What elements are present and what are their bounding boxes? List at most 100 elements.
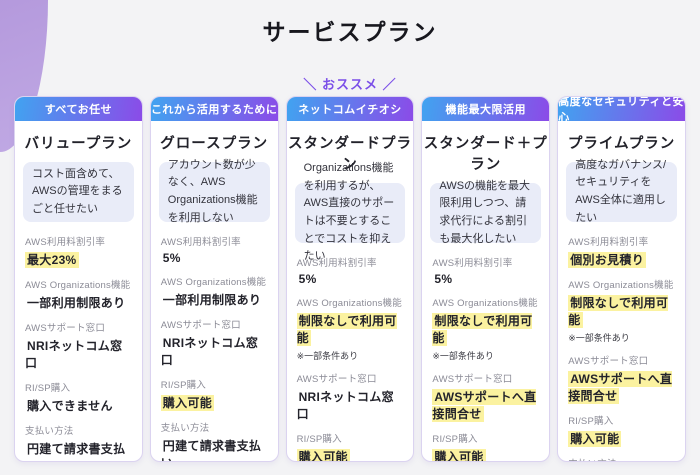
feature-value: 5% xyxy=(298,272,317,286)
condition-note: ※一部条件あり xyxy=(296,351,359,361)
plan-card-standard: ネットコムイチオシ スタンダードプラン Organizations機能を利用する… xyxy=(285,96,415,462)
plan-tagline: ネットコムイチオシ xyxy=(286,97,414,121)
feature-row: AWSサポート窓口 NRIネットコム窓口 xyxy=(297,371,404,422)
feature-label: AWSサポート窓口 xyxy=(25,323,106,334)
plan-card-standard-plus: 機能最大限活用 スタンダード＋プラン AWSの機能を最大限利用しつつ、請求代行に… xyxy=(421,96,551,462)
feature-list: AWS利用料割引率 個別お見積り AWS Organizations機能 制限な… xyxy=(558,233,685,461)
plan-tagline: 高度なセキュリティと安心 xyxy=(558,96,685,124)
feature-label: AWS利用料割引率 xyxy=(568,237,649,248)
plan-name: バリュープラン xyxy=(24,136,133,152)
feature-list: AWS利用料割引率 5% AWS Organizations機能 制限なしで利用… xyxy=(287,254,414,461)
feature-list: AWS利用料割引率 5% AWS Organizations機能 一部利用制限あ… xyxy=(151,233,278,461)
page-title: サービスプラン xyxy=(262,19,438,45)
plan-cards-row: すべてお任せ バリュープラン コスト面含めて、AWSの管理をまるごと任せたい A… xyxy=(14,96,686,462)
feature-value: 円建て請求書支払い xyxy=(25,442,126,461)
feature-row: AWSサポート窓口 AWSサポートへ直接問合せ xyxy=(432,371,539,422)
feature-row: AWS利用料割引率 5% xyxy=(432,255,539,286)
feature-row: RI/SP購入 購入可能 xyxy=(568,413,675,447)
feature-label: AWS利用料割引率 xyxy=(160,237,241,248)
feature-value: 購入可能 xyxy=(432,449,486,461)
plan-tagline: これから活用するために xyxy=(150,97,278,121)
condition-note: ※一部条件あり xyxy=(568,333,630,343)
feature-row: AWS Organizations機能 制限なしで利用可能 ※一部条件あり xyxy=(568,277,675,344)
feature-label: AWS Organizations機能 xyxy=(432,298,538,309)
feature-row: AWS Organizations機能 一部利用制限あり xyxy=(161,274,268,308)
feature-row: 支払い方法 円建て請求書支払い xyxy=(568,456,675,461)
feature-value: 制限なしで利用可能 xyxy=(568,295,669,328)
condition-note: ※一部条件あり xyxy=(432,351,494,361)
feature-list: AWS利用料割引率 最大23% AWS Organizations機能 一部利用… xyxy=(15,233,142,461)
plan-description: 高度なガバナンス/セキュリティをAWS全体に適用したい xyxy=(566,159,677,224)
plan-tagline: 機能最大限活用 xyxy=(422,97,550,121)
plan-description: アカウント数が少なく、AWS Organizations機能を利用しない xyxy=(158,159,270,224)
feature-row: AWS利用料割引率 5% xyxy=(161,234,268,265)
feature-label: AWS Organizations機能 xyxy=(568,280,674,291)
feature-label: AWSサポート窓口 xyxy=(296,374,377,385)
feature-label: AWSサポート窓口 xyxy=(160,320,241,331)
feature-label: RI/SP購入 xyxy=(296,434,342,445)
feature-value: 制限なしで利用可能 xyxy=(432,313,533,346)
feature-row: AWSサポート窓口 AWSサポートへ直接問合せ xyxy=(568,353,675,404)
feature-label: RI/SP購入 xyxy=(25,383,71,394)
feature-value: 購入可能 xyxy=(568,431,622,447)
plan-card-growth: これから活用するために グロースプラン アカウント数が少なく、AWS Organ… xyxy=(149,96,279,462)
plan-description: AWSの機能を最大限利用しつつ、請求代行による割引も最大化したい xyxy=(430,180,542,245)
plan-name: スタンダード＋プラン xyxy=(423,136,548,173)
feature-list: AWS利用料割引率 5% AWS Organizations機能 制限なしで利用… xyxy=(422,254,549,461)
feature-label: RI/SP購入 xyxy=(568,416,614,427)
feature-label: AWS利用料割引率 xyxy=(432,258,513,269)
feature-value: 一部利用制限あり xyxy=(162,293,262,307)
feature-row: RI/SP購入 購入可能 xyxy=(160,377,268,411)
plan-card-prime: 高度なセキュリティと安心 プライムプラン 高度なガバナンス/セキュリティをAWS… xyxy=(557,96,686,462)
feature-label: AWS利用料割引率 xyxy=(25,237,106,248)
feature-row: 支払い方法 円建て請求書支払い xyxy=(160,420,268,461)
feature-row: RI/SP購入 購入可能 xyxy=(432,431,539,461)
feature-label: AWSサポート窓口 xyxy=(432,374,513,385)
feature-label: RI/SP購入 xyxy=(432,434,478,445)
recommend-badge: ＼ おススメ ／ xyxy=(303,77,397,92)
plan-description: コスト面含めて、AWSの管理をまるごと任せたい xyxy=(23,162,134,222)
feature-label: AWS利用料割引率 xyxy=(296,258,377,269)
plan-tagline: すべてお任せ xyxy=(15,97,142,121)
feature-row: 支払い方法 円建て請求書支払い xyxy=(25,423,132,461)
feature-value: 円建て請求書支払い xyxy=(161,439,262,461)
feature-row: AWS利用料割引率 個別お見積り xyxy=(568,234,675,268)
feature-row: AWSサポート窓口 NRIネットコム窓口 xyxy=(161,317,268,368)
feature-value: 購入可能 xyxy=(160,395,214,411)
feature-value: 5% xyxy=(434,272,453,286)
feature-value: 購入できません xyxy=(27,399,113,413)
feature-value: 購入可能 xyxy=(296,449,350,461)
feature-value: NRIネットコム窓口 xyxy=(296,390,394,421)
feature-label: 支払い方法 xyxy=(568,456,675,461)
feature-value: AWSサポートへ直接問合せ xyxy=(432,389,537,422)
feature-row: AWS Organizations機能 一部利用制限あり xyxy=(25,277,132,311)
feature-value: 個別お見積り xyxy=(568,252,646,268)
plan-name: プライムプラン xyxy=(567,136,676,152)
feature-value: AWSサポートへ直接問合せ xyxy=(568,371,673,404)
feature-label: AWSサポート窓口 xyxy=(568,356,649,367)
feature-value: 5% xyxy=(162,251,181,265)
feature-row: AWS利用料割引率 最大23% xyxy=(25,234,132,268)
feature-value: 制限なしで利用可能 xyxy=(296,313,397,346)
feature-label: AWS Organizations機能 xyxy=(25,280,131,291)
feature-row: AWSサポート窓口 NRIネットコム窓口 xyxy=(25,320,132,371)
feature-row: AWS Organizations機能 制限なしで利用可能 ※一部条件あり xyxy=(432,295,539,362)
plan-name: スタンダードプラン xyxy=(287,136,412,173)
feature-row: RI/SP購入 購入できません xyxy=(25,380,132,414)
plan-description: Organizations機能を利用するが、AWS直接のサポートは不要とすること… xyxy=(294,162,406,262)
plan-name: グロースプラン xyxy=(160,136,269,152)
feature-label: 支払い方法 xyxy=(160,423,210,434)
feature-value: 最大23% xyxy=(25,252,79,268)
feature-value: 一部利用制限あり xyxy=(27,296,126,310)
feature-row: RI/SP購入 購入可能 xyxy=(296,431,404,461)
feature-row: AWS Organizations機能 制限なしで利用可能 ※一部条件あり xyxy=(296,295,404,362)
feature-label: AWS Organizations機能 xyxy=(296,298,402,309)
feature-value: NRIネットコム窓口 xyxy=(25,339,123,370)
feature-label: 支払い方法 xyxy=(25,426,74,437)
feature-row: AWS利用料割引率 5% xyxy=(297,255,404,286)
feature-value: NRIネットコム窓口 xyxy=(160,336,259,367)
feature-label: RI/SP購入 xyxy=(160,380,207,391)
plan-card-value: すべてお任せ バリュープラン コスト面含めて、AWSの管理をまるごと任せたい A… xyxy=(14,96,143,462)
feature-label: AWS Organizations機能 xyxy=(160,277,267,288)
